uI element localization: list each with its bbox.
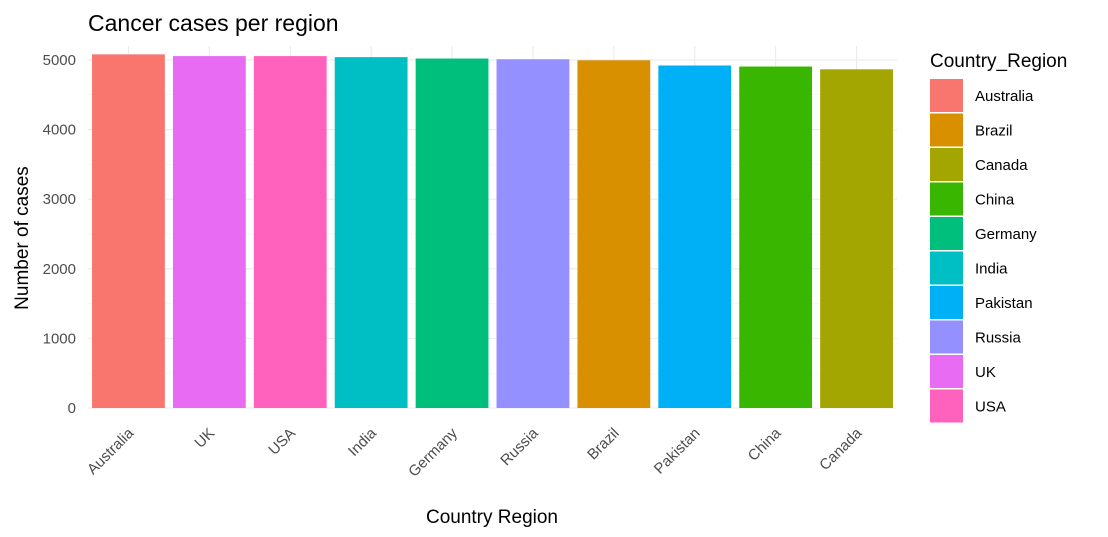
bar-uk	[172, 56, 246, 408]
bar-canada	[820, 69, 893, 408]
x-tick-label: Russia	[497, 424, 542, 469]
bars	[92, 54, 893, 409]
y-tick-label: 2000	[43, 261, 76, 278]
legend-swatch	[930, 217, 963, 250]
legend-swatch	[930, 251, 963, 285]
legend-item: Pakistan	[930, 286, 1033, 319]
bar-germany	[415, 58, 489, 409]
x-axis-ticks: Australia UK USA India Germany Russia Brazil Pa…	[84, 424, 866, 480]
legend-label: China	[975, 192, 1015, 209]
x-tick-label: UK	[191, 425, 218, 452]
legend-label: Germany	[975, 226, 1037, 243]
x-tick-label: China	[745, 424, 785, 464]
legend-item: India	[930, 251, 1008, 285]
x-tick-label: India	[345, 424, 380, 459]
legend-item: Russia	[930, 320, 1022, 354]
y-tick-label: 4000	[43, 122, 76, 139]
legend-label: UK	[975, 364, 996, 381]
bar-brazil	[577, 60, 651, 409]
legend-swatch	[930, 389, 963, 423]
legend: Country_Region Australia Brazil Canada Chin…	[930, 51, 1067, 423]
chart-title: Cancer cases per region	[88, 10, 339, 36]
y-tick-label: 1000	[43, 330, 76, 347]
legend-item: China	[930, 182, 1015, 216]
legend-label: Brazil	[975, 123, 1013, 140]
x-tick-label: Germany	[405, 424, 461, 480]
y-tick-label: 0	[68, 400, 76, 417]
y-axis-ticks: 0 1000 2000 3000 4000 5000	[43, 52, 76, 417]
legend-swatch	[930, 113, 963, 147]
legend-item: UK	[930, 355, 996, 388]
legend-swatch	[930, 148, 963, 181]
legend-item: Canada	[930, 148, 1028, 181]
legend-swatch	[930, 286, 963, 319]
y-tick-label: 3000	[43, 191, 76, 208]
legend-swatch	[930, 182, 963, 216]
legend-label: India	[975, 261, 1008, 278]
legend-item: Australia	[930, 79, 1034, 112]
legend-item: USA	[930, 389, 1006, 423]
bar-russia	[496, 59, 570, 408]
legend-item: Brazil	[930, 113, 1013, 147]
bar-australia	[92, 54, 165, 408]
x-tick-label: Brazil	[584, 425, 623, 464]
legend-swatch	[930, 79, 963, 112]
bar-china	[739, 66, 813, 409]
bar-pakistan	[658, 65, 732, 408]
legend-label: USA	[975, 399, 1006, 416]
y-axis-title: Number of cases	[12, 166, 33, 310]
bar-india	[334, 57, 408, 409]
y-tick-label: 5000	[43, 52, 76, 69]
x-tick-label: Pakistan	[651, 425, 704, 478]
x-tick-label: Canada	[816, 424, 866, 474]
legend-swatch	[930, 320, 963, 354]
legend-label: Australia	[975, 88, 1034, 105]
legend-title: Country_Region	[930, 51, 1067, 72]
x-tick-label: Australia	[84, 424, 138, 478]
x-axis-title: Country Region	[426, 507, 558, 528]
bar-usa	[253, 56, 327, 408]
legend-label: Canada	[975, 157, 1028, 174]
legend-item: Germany	[930, 217, 1037, 250]
legend-label: Pakistan	[975, 295, 1033, 312]
legend-label: Russia	[975, 330, 1022, 347]
legend-swatch	[930, 355, 963, 388]
x-tick-label: USA	[265, 425, 299, 459]
